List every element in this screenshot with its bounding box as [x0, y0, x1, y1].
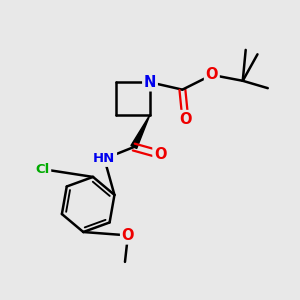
Polygon shape: [131, 115, 150, 148]
Text: N: N: [144, 75, 156, 90]
Text: O: O: [154, 147, 167, 162]
Text: O: O: [206, 68, 218, 82]
Text: O: O: [122, 228, 134, 243]
Text: O: O: [179, 112, 192, 127]
Text: HN: HN: [93, 152, 116, 165]
Text: Cl: Cl: [35, 163, 50, 176]
